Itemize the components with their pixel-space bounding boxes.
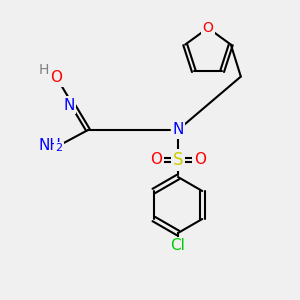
Text: Cl: Cl (171, 238, 185, 253)
Text: S: S (173, 151, 183, 169)
Text: O: O (150, 152, 162, 167)
Text: H: H (39, 63, 49, 77)
Text: O: O (202, 21, 213, 35)
Text: O: O (194, 152, 206, 167)
Text: N: N (63, 98, 75, 112)
Text: NH: NH (39, 137, 62, 152)
Text: O: O (50, 70, 62, 86)
Text: 2: 2 (56, 143, 63, 153)
Text: N: N (172, 122, 184, 137)
